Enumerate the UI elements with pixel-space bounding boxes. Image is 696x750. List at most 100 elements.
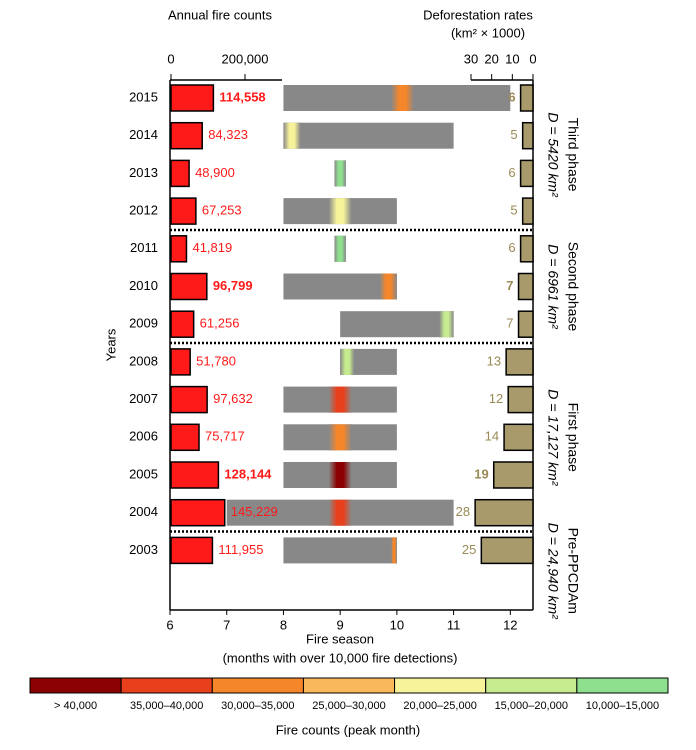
fire-bar	[170, 498, 226, 527]
year-label: 2003	[129, 542, 158, 557]
legend-label: 20,000–25,000	[403, 700, 476, 712]
fire-value-label: 67,253	[202, 203, 242, 218]
deforestation-value-label: 6	[508, 89, 515, 104]
y-axis-label: Years	[103, 328, 118, 361]
legend-swatch	[211, 677, 304, 694]
fire-value-label: 51,780	[196, 353, 236, 368]
deforestation-bar	[521, 197, 534, 225]
season-peak	[283, 122, 301, 149]
x-tick-label: 10	[390, 617, 404, 632]
phase-name: Pre-PPCDAm	[565, 528, 581, 614]
fire-value-label: 41,819	[192, 240, 232, 255]
deforestation-bar	[505, 348, 534, 376]
deforestation-value-label: 5	[510, 127, 517, 142]
legend-label: 35,000–40,000	[130, 700, 203, 712]
fire-value-label: 128,144	[224, 466, 272, 481]
legend-swatch	[394, 677, 487, 694]
fire-bar	[170, 423, 200, 452]
season-peak	[328, 499, 352, 526]
year-label: 2012	[129, 203, 158, 218]
deforestation-value-label: 14	[485, 429, 499, 444]
season-peak	[328, 386, 352, 413]
year-label: 2015	[129, 89, 158, 104]
legend-swatch	[576, 677, 669, 694]
fire-bar	[170, 310, 195, 338]
fire-bar	[170, 461, 220, 489]
season-peak	[391, 85, 414, 111]
fire-bar	[170, 536, 214, 565]
fire-value-label: 61,256	[200, 316, 240, 331]
season-peak	[328, 462, 352, 488]
legend-label: > 40,000	[54, 700, 97, 712]
legend-swatch	[29, 677, 122, 694]
legend-label: 10,000–15,000	[586, 700, 659, 712]
phase-name: Second phase	[565, 242, 581, 332]
fire-value-label: 75,717	[205, 429, 245, 444]
legend-swatch	[302, 677, 396, 694]
deforestation-value-label: 12	[489, 391, 503, 406]
fire-value-label: 48,900	[195, 165, 235, 180]
season-peak	[379, 273, 397, 300]
fire-axis-title: Annual fire counts	[168, 7, 273, 22]
fire-value-label: 111,955	[218, 542, 263, 557]
deforestation-axis-title: Deforestation rates	[423, 7, 533, 22]
fire-tick-label: 200,000	[222, 51, 269, 66]
legend-label: 25,000–30,000	[312, 700, 385, 712]
season-peak	[334, 160, 346, 187]
deforestation-bar	[492, 461, 534, 489]
deforestation-bar	[480, 536, 534, 565]
deforestation-bar	[507, 385, 534, 414]
year-label: 2010	[129, 278, 158, 293]
season-peak	[439, 311, 454, 338]
deforestation-bar	[517, 272, 534, 301]
season-peak	[340, 348, 355, 375]
x-tick-label: 12	[503, 617, 517, 632]
deforestation-axis-unit: (km² × 1000)	[451, 25, 525, 40]
year-label: 2011	[130, 240, 158, 255]
deforestation-bar	[519, 235, 534, 263]
legend-label: 15,000–20,000	[495, 700, 568, 712]
fire-bar	[170, 197, 197, 225]
season-bar	[283, 122, 454, 149]
deforestation-value-label: 7	[506, 278, 513, 293]
phase-area: D = 17,127 km²	[545, 389, 561, 486]
year-label: 2004	[129, 504, 158, 519]
year-label: 2014	[129, 127, 158, 142]
legend-swatch	[120, 677, 213, 694]
deforestation-value-label: 28	[456, 504, 470, 519]
season-bar	[283, 273, 397, 300]
season-peak	[334, 235, 346, 262]
fire-bar	[170, 84, 215, 112]
deforestation-value-label: 6	[508, 165, 515, 180]
fire-value-label: 97,632	[213, 391, 253, 406]
x-tick-label: 9	[337, 617, 344, 632]
year-label: 2005	[129, 466, 158, 481]
fire-value-label: 114,558	[219, 89, 265, 104]
season-bar	[340, 311, 454, 338]
year-label: 2006	[129, 429, 158, 444]
deforestation-bar	[517, 310, 534, 338]
year-label: 2008	[129, 353, 158, 368]
legend-label: 30,000–35,000	[221, 700, 294, 712]
season-peak	[328, 198, 352, 225]
phase-area: D = 6961 km²	[545, 244, 561, 330]
fire-bar	[170, 121, 203, 150]
fire-bar	[170, 235, 188, 263]
x-tick-label: 8	[280, 617, 287, 632]
legend-swatch	[485, 677, 578, 694]
deforestation-tick-label: 30	[464, 51, 478, 66]
deforestation-bar	[474, 498, 534, 527]
deforestation-tick-label: 10	[505, 51, 519, 66]
fire-value-label: 84,323	[208, 127, 248, 142]
deforestation-bar	[519, 159, 534, 188]
season-peak	[391, 537, 397, 564]
fire-bar	[170, 385, 208, 414]
deforestation-value-label: 7	[506, 316, 513, 331]
x-tick-label: 6	[166, 617, 173, 632]
fire-value-label: 145,229	[231, 504, 278, 519]
x-tick-label: 11	[447, 617, 461, 632]
deforestation-value-label: 6	[508, 240, 515, 255]
phase-name: Third phase	[565, 118, 581, 192]
phase-area: D = 24,940 km²	[545, 523, 561, 620]
